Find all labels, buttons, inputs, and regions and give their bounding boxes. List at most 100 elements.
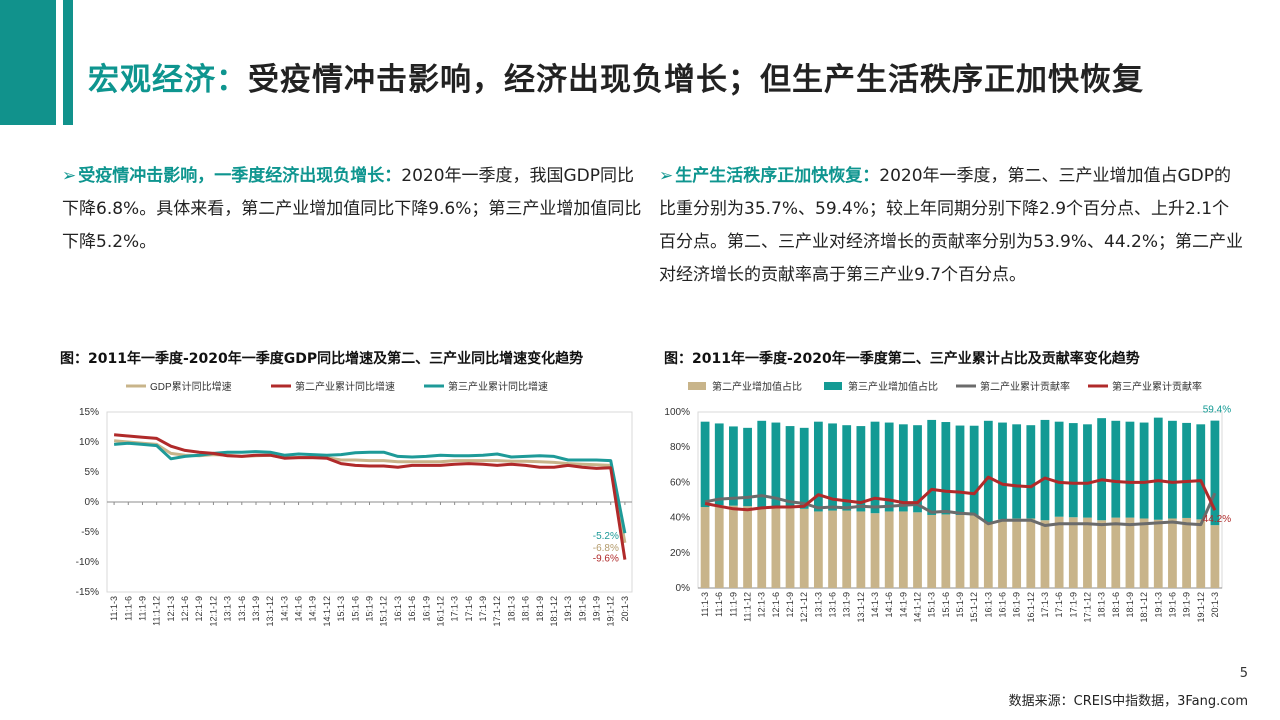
chart2-bar-tertiary xyxy=(729,426,738,506)
left-paragraph-body: 2020年一季度，我国GDP同比下降6.8%。具体来看，第二产业增加值同比下降9… xyxy=(62,166,642,252)
chart1-data-label: -5.2% xyxy=(593,531,619,542)
bullet-arrow-icon: ➢ xyxy=(659,166,674,186)
chart1-x-tick-label: 16:1-3 xyxy=(393,596,403,622)
chart1-y-tick: -5% xyxy=(81,527,99,538)
chart2-bar-tertiary xyxy=(1153,417,1163,520)
chart2-x-tick-label: 17:1-12 xyxy=(1082,592,1092,623)
right-paragraph-body: 2020年一季度，第二、三产业增加值占GDP的比重分别为35.7%、59.4%；… xyxy=(659,166,1244,285)
chart1-x-tick-label: 15:1-3 xyxy=(336,596,346,622)
chart1-data-label: -6.8% xyxy=(593,543,619,554)
chart2-bar-tertiary xyxy=(799,427,809,509)
chart2-x-tick-label: 12:1-12 xyxy=(799,592,809,623)
chart1-x-tick-label: 15:1-12 xyxy=(379,596,389,627)
chart1-x-tick-label: 18:1-12 xyxy=(549,596,559,627)
chart2-bar-secondary xyxy=(983,522,993,588)
chart2-legend-3-label: 第二产业累计贡献率 xyxy=(980,380,1070,393)
chart2-bar-secondary xyxy=(1012,518,1022,588)
chart2-bar-tertiary xyxy=(913,425,922,513)
chart1-legend-1-label: GDP累计同比增速 xyxy=(150,380,232,393)
chart1-data-label: -9.6% xyxy=(593,554,619,565)
chart1-x-tick-label: 12:1-9 xyxy=(194,596,204,622)
chart1-series-line-2 xyxy=(113,433,627,560)
chart2-bar-tertiary xyxy=(898,424,908,512)
chart1-legend-2-label: 第二产业累计同比增速 xyxy=(295,380,395,393)
chart2-bar-tertiary xyxy=(1111,420,1121,518)
chart2-x-tick-label: 13:1-6 xyxy=(828,592,838,618)
chart2-bar-tertiary xyxy=(955,425,965,515)
chart1-y-tick: 15% xyxy=(79,407,99,418)
chart2-y-tick: 0% xyxy=(676,583,691,594)
chart2-x-tick-label: 17:1-6 xyxy=(1054,592,1064,618)
chart2-bar-tertiary xyxy=(927,419,937,515)
chart1-y-tick: 10% xyxy=(79,437,99,448)
chart2-x-tick-label: 14:1-12 xyxy=(913,592,923,623)
chart2-bar-secondary xyxy=(955,514,965,588)
page-title-lead: 宏观经济： xyxy=(88,62,248,98)
chart2-x-tick-label: 16:1-12 xyxy=(1026,592,1036,623)
chart1-x-tick-label: 12:1-6 xyxy=(180,596,190,622)
chart2-x-tick-label: 15:1-9 xyxy=(955,592,965,618)
chart1-x-tick-label: 15:1-9 xyxy=(365,596,375,622)
chart2-y-tick: 40% xyxy=(670,513,690,524)
chart2-bar-tertiary xyxy=(884,422,894,512)
chart1-x-tick-label: 14:1-3 xyxy=(279,596,289,622)
chart1-x-tick-label: 20:1-3 xyxy=(620,596,630,622)
chart2-bar-secondary xyxy=(1139,518,1149,588)
chart2-x-tick-label: 17:1-3 xyxy=(1040,592,1050,618)
chart2-bar-secondary xyxy=(729,505,738,588)
chart1-x-tick-label: 19:1-9 xyxy=(592,596,602,622)
chart2-bar-tertiary xyxy=(1125,421,1135,518)
header-accent-bar-wide xyxy=(0,0,56,125)
chart1-y-tick: -10% xyxy=(76,557,99,568)
chart2-bar-tertiary xyxy=(828,423,837,511)
chart2-bar-tertiary xyxy=(785,426,795,508)
chart1-x-tick-label: 12:1-3 xyxy=(166,596,176,622)
chart1-x-tick-label: 13:1-3 xyxy=(223,596,233,622)
chart1-y-tick: -15% xyxy=(76,587,99,598)
chart1-x-tick-label: 15:1-6 xyxy=(350,596,360,622)
chart2-bar-secondary xyxy=(1097,520,1107,588)
chart1-x-tick-label: 17:1-6 xyxy=(464,596,474,622)
chart2-bar-tertiary xyxy=(813,421,823,512)
chart2-bar-tertiary xyxy=(1168,420,1177,519)
chart2-bar-secondary xyxy=(842,510,852,588)
chart2-x-tick-label: 12:1-6 xyxy=(771,592,781,618)
chart2-bar-secondary xyxy=(913,512,922,588)
left-paragraph: ➢ 受疫情冲击影响，一季度经济出现负增长：2020年一季度，我国GDP同比下降6.… xyxy=(62,160,644,259)
chart2-bar-tertiary xyxy=(998,422,1007,520)
chart2-bar-secondary xyxy=(1054,516,1064,588)
chart1-x-tick-label: 18:1-9 xyxy=(535,596,545,622)
left-paragraph-highlight: 受疫情冲击影响，一季度经济出现负增长： xyxy=(78,166,402,186)
chart2-y-tick: 60% xyxy=(670,477,690,488)
chart1-x-tick-label: 16:1-6 xyxy=(407,596,417,622)
chart2-bar-tertiary xyxy=(1040,419,1050,521)
chart2-bar-secondary xyxy=(898,511,908,588)
chart2-bar-secondary xyxy=(941,514,951,588)
chart2-legend-4-label: 第三产业累计贡献率 xyxy=(1112,380,1202,393)
chart1-x-tick-label: 14:1-12 xyxy=(322,596,332,627)
chart2-x-tick-label: 11:1-6 xyxy=(714,592,724,617)
chart1-x-tick-label: 18:1-3 xyxy=(506,596,516,622)
chart2-x-tick-label: 18:1-6 xyxy=(1111,592,1121,618)
chart2-data-label: 44.2% xyxy=(1203,514,1231,525)
chart2-bar-secondary xyxy=(1196,519,1206,588)
chart2-x-tick-label: 17:1-9 xyxy=(1068,592,1078,618)
chart2-bar-tertiary xyxy=(700,421,710,508)
chart2-x-tick-label: 18:1-9 xyxy=(1125,592,1135,618)
chart1-x-tick-label: 17:1-9 xyxy=(478,596,488,622)
chart2-bar-secondary xyxy=(1068,517,1078,588)
chart2-y-tick: 20% xyxy=(670,548,690,559)
chart2-bar-tertiary xyxy=(1012,424,1022,519)
chart2-bar-secondary xyxy=(1083,517,1092,588)
chart2-legend-1-swatch xyxy=(688,382,706,390)
chart2-x-tick-label: 16:1-9 xyxy=(1012,592,1022,618)
chart2-bar-tertiary xyxy=(1026,425,1036,519)
chart1-x-tick-label: 19:1-12 xyxy=(606,596,616,627)
chart2-bar-tertiary xyxy=(757,420,767,508)
chart2-bar-tertiary xyxy=(842,425,852,511)
chart2-data-label: 59.4% xyxy=(1203,405,1231,416)
industry-share-bar-chart: 第二产业增加值占比 第三产业增加值占比 第二产业累计贡献率 第三产业累计贡献率 100%… xyxy=(664,380,1231,623)
chart2-bar-secondary xyxy=(799,508,809,588)
chart2-bar-secondary xyxy=(1182,517,1191,588)
chart1-x-tick-label: 17:1-12 xyxy=(492,596,502,627)
